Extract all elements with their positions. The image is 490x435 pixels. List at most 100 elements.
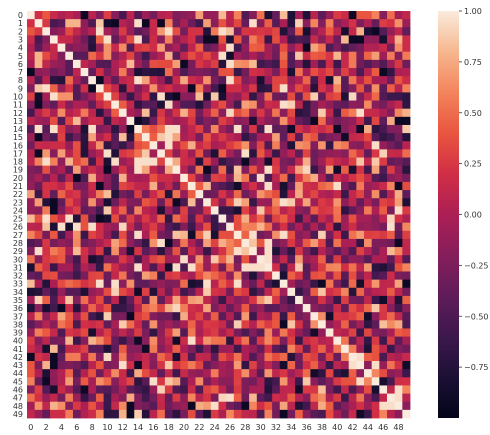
heatmap-cell [164, 369, 173, 378]
heatmap-cell [88, 344, 97, 354]
heatmap-cell [272, 43, 281, 53]
heatmap-cell [126, 287, 135, 297]
heatmap-cell [318, 287, 327, 297]
x-tick-label: 36 [301, 423, 311, 432]
heatmap-cell [394, 165, 403, 175]
heatmap-cell [341, 35, 350, 44]
heatmap-cell [256, 92, 265, 101]
heatmap-cell [256, 312, 265, 321]
heatmap-cell [364, 124, 373, 134]
heatmap-cell [325, 393, 334, 403]
heatmap-cell [226, 352, 235, 362]
heatmap-cell [256, 35, 265, 44]
heatmap-cell [218, 352, 227, 362]
heatmap-cell [341, 165, 350, 175]
heatmap-cell [379, 133, 388, 142]
heatmap-cell [118, 59, 127, 69]
heatmap-cell [149, 27, 158, 36]
heatmap-cell [195, 361, 204, 370]
x-tick-label: 6 [74, 423, 79, 432]
heatmap-cell [149, 230, 158, 240]
x-tick-label: 40 [332, 423, 342, 432]
heatmap-cell [126, 11, 135, 20]
heatmap-cell [95, 279, 104, 289]
heatmap-cell [103, 295, 112, 305]
heatmap-cell [226, 76, 235, 85]
heatmap-cell [164, 287, 173, 297]
heatmap-cell [134, 409, 143, 419]
heatmap-cell [333, 320, 342, 329]
heatmap-cell [210, 401, 219, 411]
heatmap-cell [356, 247, 365, 256]
heatmap-cell [226, 255, 235, 264]
heatmap-cell [65, 214, 74, 224]
heatmap-cell [103, 84, 112, 93]
heatmap-cell [72, 344, 82, 354]
heatmap-cell [371, 108, 380, 118]
heatmap-cell [49, 141, 59, 150]
heatmap-cell [348, 190, 357, 199]
heatmap-cell [134, 108, 143, 118]
heatmap-cell [95, 67, 104, 77]
heatmap-cell [302, 84, 311, 93]
heatmap-cell [187, 100, 196, 110]
heatmap-cell [371, 401, 380, 411]
heatmap-cell [49, 263, 59, 272]
heatmap-cell [241, 279, 250, 289]
heatmap-cell [256, 108, 265, 118]
heatmap-cell [256, 304, 265, 313]
heatmap-cell [164, 84, 173, 93]
heatmap-cell [164, 222, 173, 232]
heatmap-cell [57, 312, 66, 321]
heatmap-cell [371, 377, 380, 386]
heatmap-cell [371, 27, 380, 36]
y-tick-label: 22 [13, 190, 23, 199]
colorbar-tick-label: 0.75 [464, 58, 482, 67]
heatmap-cell [318, 247, 327, 256]
heatmap-cell [226, 67, 235, 77]
heatmap-cell [256, 336, 265, 346]
heatmap-cell [402, 11, 411, 20]
heatmap-cell [287, 279, 296, 289]
heatmap-cell [111, 287, 120, 297]
heatmap-cell [88, 190, 97, 199]
heatmap-cell [341, 190, 350, 199]
heatmap-cell [394, 173, 403, 183]
heatmap-cell [325, 320, 334, 329]
heatmap-cell [180, 320, 189, 329]
heatmap-cell [318, 149, 327, 158]
heatmap-cell [118, 19, 127, 28]
heatmap-cell [264, 181, 273, 191]
heatmap-cell [118, 51, 127, 61]
heatmap-cell [65, 409, 74, 419]
heatmap-cell [287, 173, 296, 183]
heatmap-cell [172, 51, 181, 61]
heatmap-cell [356, 27, 365, 36]
heatmap-cell [387, 100, 396, 110]
heatmap-cell [333, 59, 342, 69]
heatmap-cell [42, 27, 51, 36]
heatmap-cell [249, 271, 258, 281]
heatmap-cell [187, 247, 196, 256]
heatmap-cell [295, 67, 304, 77]
heatmap-cell [371, 181, 380, 191]
y-tick-label: 39 [13, 329, 23, 338]
x-tick-label: 38 [317, 423, 327, 432]
heatmap-cell [88, 361, 97, 370]
heatmap-cell [210, 295, 219, 305]
heatmap-cell [341, 230, 350, 240]
heatmap-cell [187, 271, 196, 281]
heatmap-cell [379, 352, 388, 362]
heatmap-cell [295, 222, 304, 232]
heatmap-cell [241, 361, 250, 370]
heatmap-cell [49, 124, 59, 134]
heatmap-cell [65, 84, 74, 93]
heatmap-cell [302, 369, 311, 378]
heatmap-cell [210, 43, 219, 53]
heatmap-cell [172, 181, 181, 191]
heatmap-cell [371, 92, 380, 101]
heatmap-cell [226, 304, 235, 313]
heatmap-cell [34, 287, 43, 297]
heatmap-cell [387, 214, 396, 224]
heatmap-cell [302, 263, 311, 272]
